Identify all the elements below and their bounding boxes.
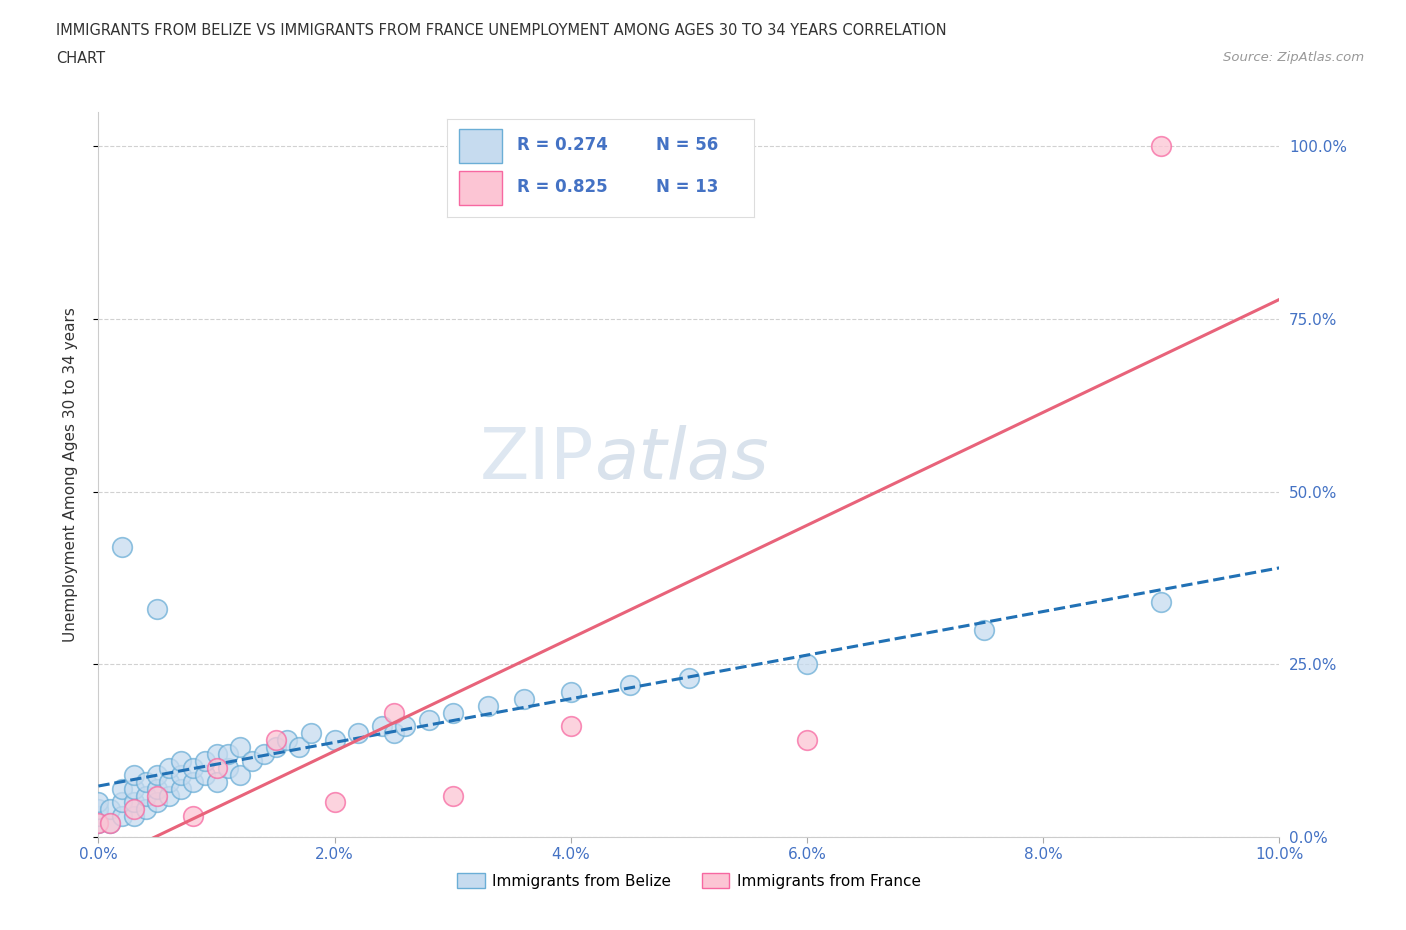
Point xyxy=(146,767,169,782)
Point xyxy=(170,767,193,782)
Point xyxy=(98,816,121,830)
Text: IMMIGRANTS FROM BELIZE VS IMMIGRANTS FROM FRANCE UNEMPLOYMENT AMONG AGES 30 TO 3: IMMIGRANTS FROM BELIZE VS IMMIGRANTS FRO… xyxy=(56,23,946,38)
Text: Source: ZipAtlas.com: Source: ZipAtlas.com xyxy=(1223,51,1364,64)
Point xyxy=(477,698,499,713)
Point xyxy=(560,684,582,699)
Point xyxy=(87,816,110,830)
Point xyxy=(181,775,204,790)
Point xyxy=(87,809,110,824)
Point xyxy=(146,781,169,796)
Y-axis label: Unemployment Among Ages 30 to 34 years: Unemployment Among Ages 30 to 34 years xyxy=(63,307,77,642)
Point xyxy=(111,809,134,824)
Point xyxy=(146,795,169,810)
Point xyxy=(122,795,145,810)
Text: atlas: atlas xyxy=(595,425,769,494)
Point xyxy=(157,775,180,790)
Point xyxy=(512,691,534,706)
Point xyxy=(122,802,145,817)
Point xyxy=(323,733,346,748)
Point xyxy=(146,788,169,803)
Point xyxy=(240,753,263,768)
Point xyxy=(205,761,228,776)
Point xyxy=(253,747,276,762)
Point xyxy=(170,753,193,768)
Point xyxy=(98,802,121,817)
Point xyxy=(181,761,204,776)
Point xyxy=(157,788,180,803)
Point xyxy=(122,767,145,782)
Point xyxy=(382,726,405,741)
Point xyxy=(111,795,134,810)
Point xyxy=(394,719,416,734)
Point xyxy=(418,712,440,727)
Point xyxy=(323,795,346,810)
Point xyxy=(1150,594,1173,609)
Point xyxy=(122,809,145,824)
Point xyxy=(229,767,252,782)
Point xyxy=(973,622,995,637)
Point xyxy=(441,788,464,803)
Point xyxy=(796,657,818,671)
Point xyxy=(347,726,370,741)
Text: CHART: CHART xyxy=(56,51,105,66)
Point xyxy=(146,602,169,617)
Point xyxy=(205,747,228,762)
Point xyxy=(276,733,298,748)
Point xyxy=(288,739,311,754)
Point xyxy=(135,788,157,803)
Point xyxy=(264,739,287,754)
Point xyxy=(98,816,121,830)
Point xyxy=(264,733,287,748)
Point xyxy=(122,781,145,796)
Point xyxy=(371,719,394,734)
Point xyxy=(217,747,239,762)
Point xyxy=(157,761,180,776)
Point xyxy=(560,719,582,734)
Point xyxy=(619,678,641,693)
Point xyxy=(170,781,193,796)
Point xyxy=(441,705,464,720)
Point xyxy=(135,775,157,790)
Point xyxy=(229,739,252,754)
Point xyxy=(796,733,818,748)
Point xyxy=(194,753,217,768)
Point xyxy=(111,539,134,554)
Point xyxy=(111,781,134,796)
Text: ZIP: ZIP xyxy=(479,425,595,494)
Point xyxy=(205,775,228,790)
Point xyxy=(87,816,110,830)
Point xyxy=(678,671,700,685)
Point xyxy=(1150,139,1173,153)
Point xyxy=(87,795,110,810)
Point xyxy=(181,809,204,824)
Point xyxy=(135,802,157,817)
Point xyxy=(382,705,405,720)
Legend: Immigrants from Belize, Immigrants from France: Immigrants from Belize, Immigrants from … xyxy=(451,867,927,895)
Point xyxy=(194,767,217,782)
Point xyxy=(217,761,239,776)
Point xyxy=(299,726,322,741)
Point xyxy=(87,802,110,817)
